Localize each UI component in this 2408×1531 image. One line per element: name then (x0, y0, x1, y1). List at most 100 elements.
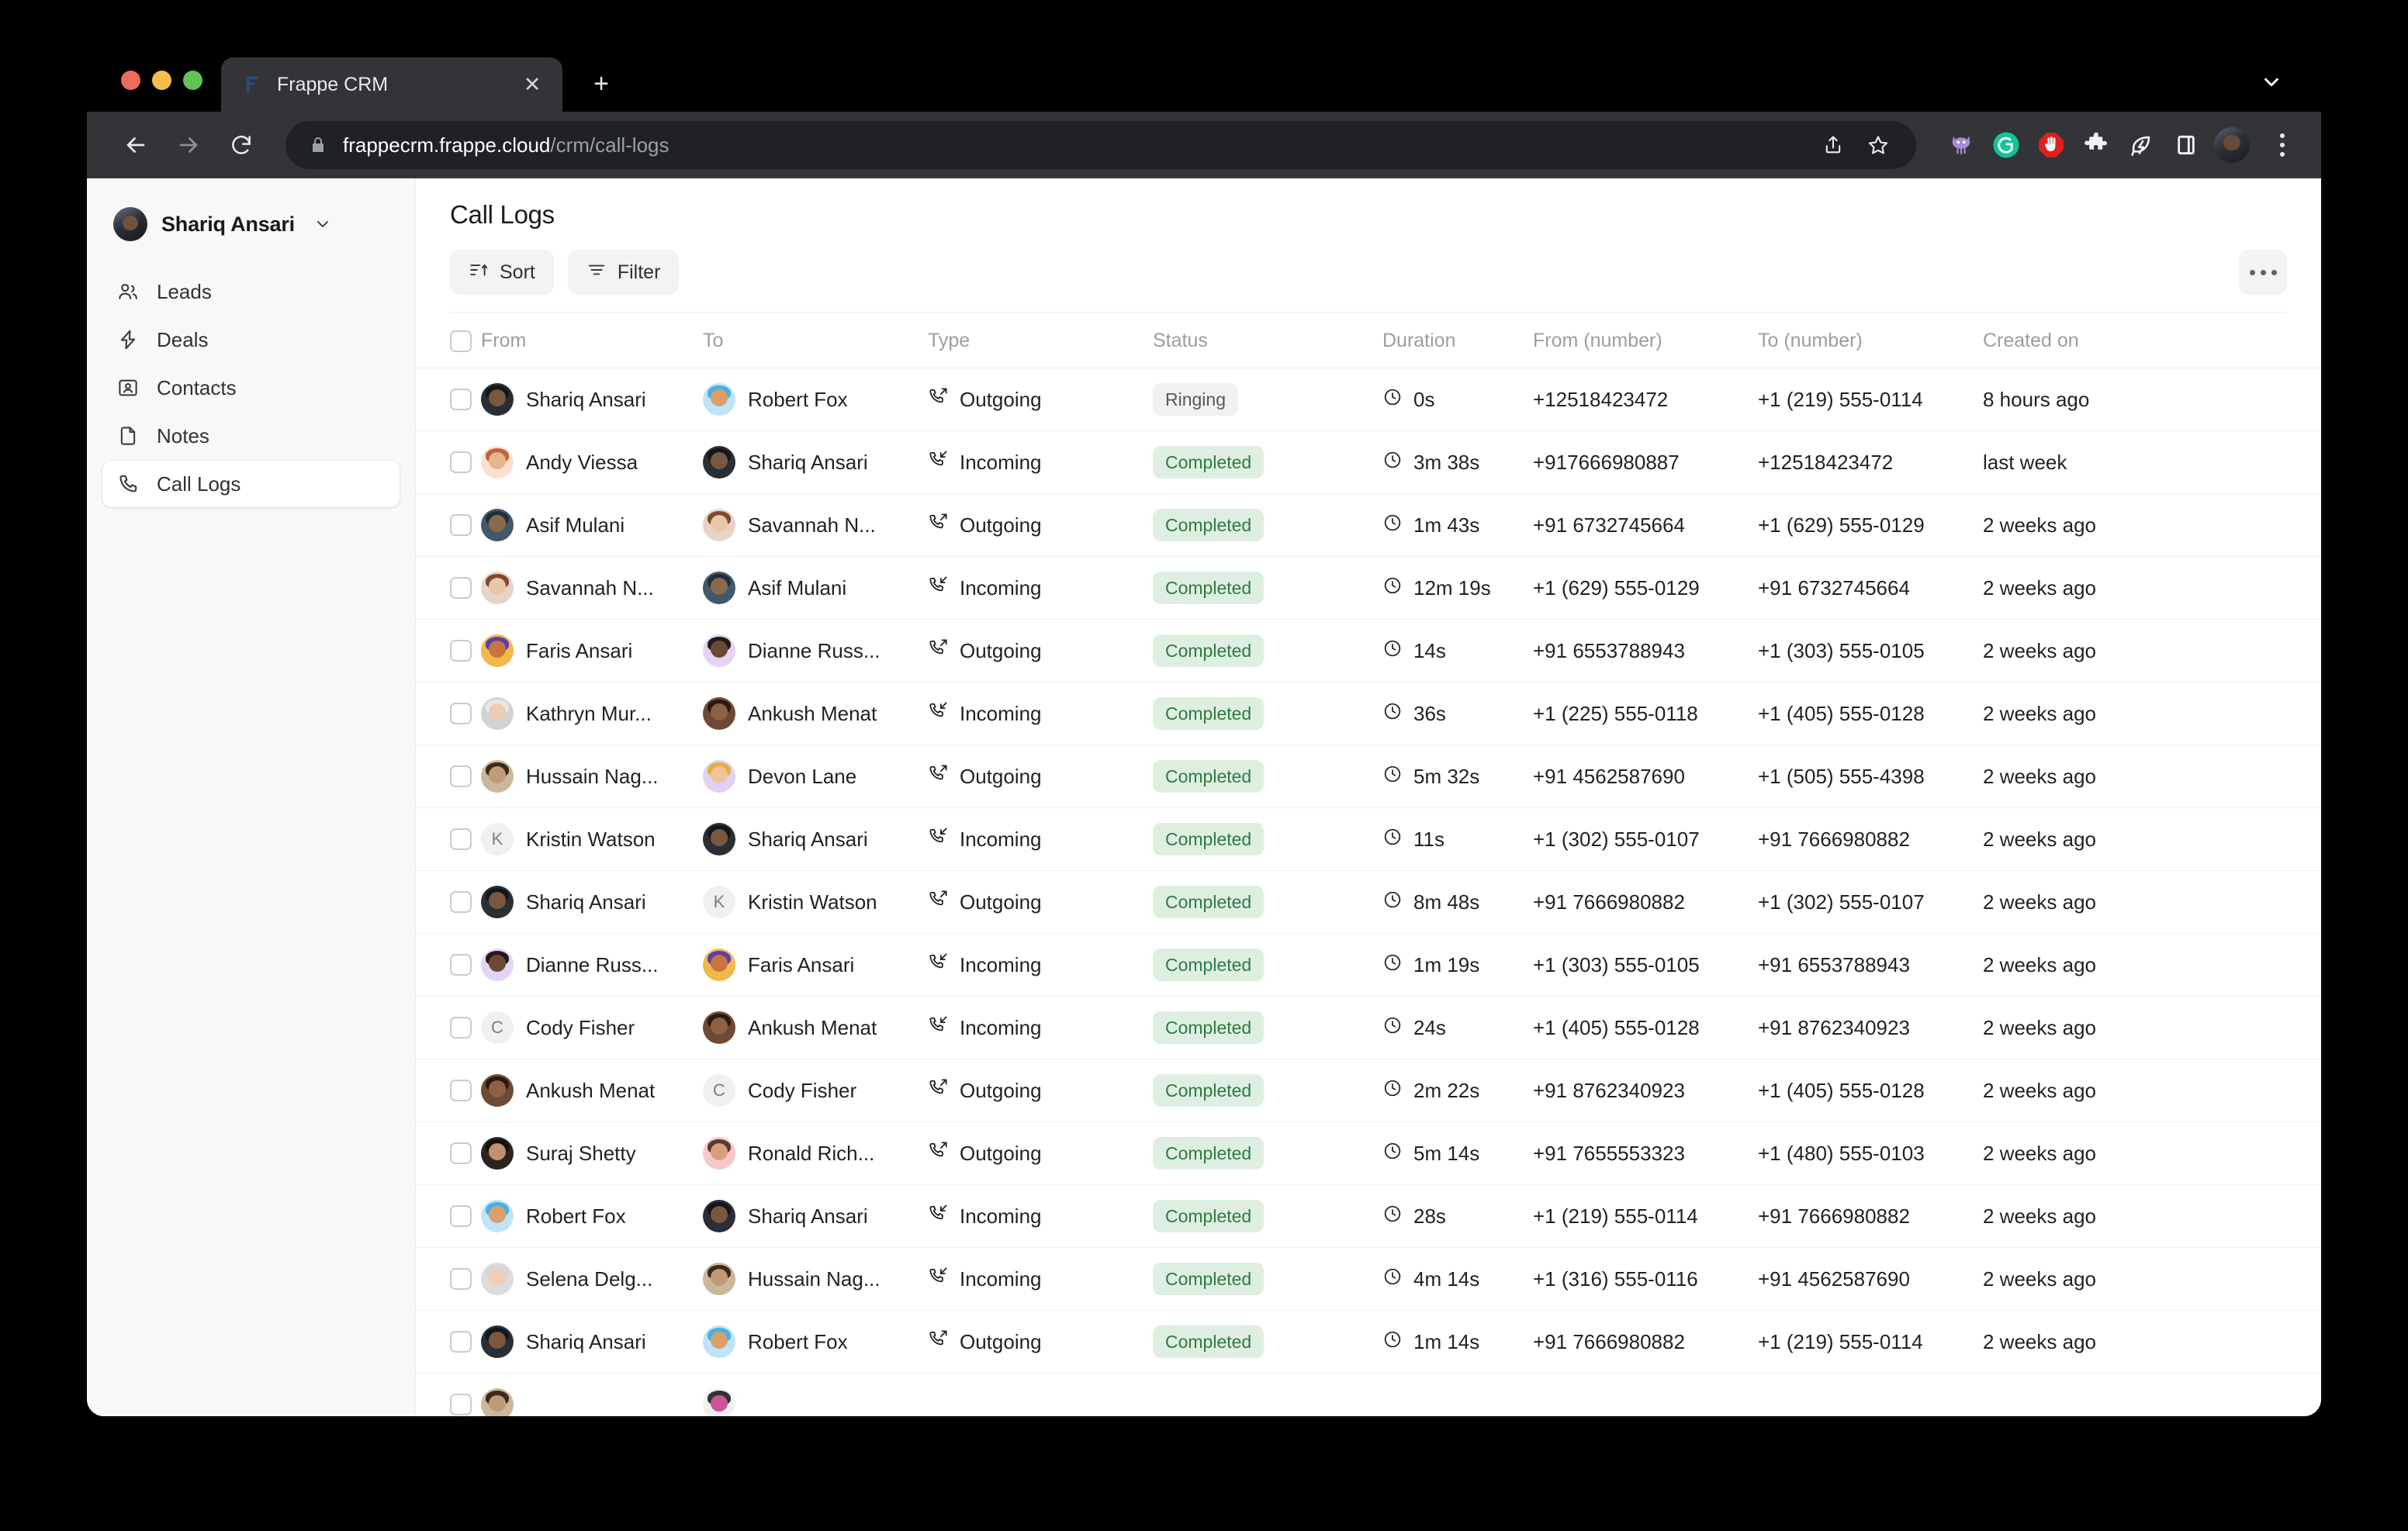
document-icon (115, 423, 141, 449)
reload-icon[interactable] (219, 123, 264, 168)
avatar (481, 1263, 514, 1295)
call-logs-table: From To Type Status Duration From (numbe… (416, 313, 2321, 1416)
table-row[interactable]: Kathryn Mur... Ankush Menat Incoming Comple… (416, 682, 2321, 745)
minimize-window-button[interactable] (152, 71, 171, 90)
avatar (703, 383, 735, 416)
table-row[interactable]: Hussain Nag... Devon Lane Outgoing Complete… (416, 745, 2321, 808)
table-row[interactable] (416, 1374, 2321, 1417)
row-checkbox[interactable] (416, 745, 481, 808)
to-name: Devon Lane (748, 764, 857, 788)
omnibox-actions (1812, 124, 1899, 166)
column-header-duration[interactable]: Duration (1382, 313, 1533, 368)
close-window-button[interactable] (121, 71, 140, 90)
ellipsis-icon[interactable] (2239, 250, 2287, 295)
table-row[interactable]: Dianne Russ... Faris Ansari Incoming Comple… (416, 933, 2321, 997)
avatar (703, 760, 735, 793)
sidebar-item-call-logs[interactable]: Call Logs (102, 461, 400, 507)
select-all-checkbox[interactable] (416, 313, 481, 368)
row-checkbox[interactable] (416, 933, 481, 997)
row-checkbox[interactable] (416, 619, 481, 683)
cell-to: Robert Fox (703, 1310, 928, 1374)
sidebar-user-switcher[interactable]: Shariq Ansari (102, 199, 400, 250)
cell-from: Savannah N... (481, 556, 703, 620)
close-icon[interactable]: ✕ (523, 72, 541, 96)
table-row[interactable]: Asif Mulani Savannah N... Outgoing Complete… (416, 493, 2321, 557)
octocat-extension-icon[interactable] (1944, 128, 1978, 162)
forward-arrow-icon[interactable] (166, 123, 211, 168)
duration-label: 24s (1413, 1015, 1446, 1039)
maximize-window-button[interactable] (183, 71, 202, 90)
column-header-type[interactable]: Type (928, 313, 1153, 368)
row-checkbox[interactable] (416, 430, 481, 494)
table-row[interactable]: C Cody Fisher Ankush Menat Incoming Complete… (416, 996, 2321, 1059)
row-checkbox[interactable] (416, 1310, 481, 1374)
column-header-created-on[interactable]: Created on (1983, 313, 2321, 368)
cell-to: K Kristin Watson (703, 870, 928, 934)
row-checkbox[interactable] (416, 996, 481, 1059)
table-row[interactable]: K Kristin Watson Shariq Ansari Incoming Comp… (416, 807, 2321, 871)
chevron-down-icon[interactable] (2256, 67, 2287, 98)
share-icon[interactable] (1812, 124, 1854, 166)
sort-button[interactable]: Sort (450, 250, 554, 295)
adblock-extension-icon[interactable] (2034, 128, 2068, 162)
sidebar-item-deals[interactable]: Deals (102, 316, 400, 363)
duration-label: 1m 19s (1413, 952, 1480, 976)
cell-status: Completed (1153, 1059, 1382, 1122)
row-checkbox[interactable] (416, 493, 481, 557)
table-row[interactable]: Savannah N... Asif Mulani Incoming Complete… (416, 556, 2321, 620)
sidebar-item-notes[interactable]: Notes (102, 413, 400, 459)
browser-tab[interactable]: Frappe CRM ✕ (221, 57, 562, 112)
row-checkbox[interactable] (416, 1121, 481, 1185)
row-checkbox[interactable] (416, 682, 481, 745)
sidepanel-icon[interactable] (2169, 128, 2203, 162)
cell-status: Completed (1153, 807, 1382, 871)
column-header-from[interactable]: From (481, 313, 703, 368)
cell-type: Outgoing (928, 745, 1153, 808)
cell-to: C Cody Fisher (703, 1059, 928, 1122)
column-header-to[interactable]: To (703, 313, 928, 368)
table-row[interactable]: Shariq Ansari Robert Fox Outgoing Completed… (416, 1310, 2321, 1374)
call-direction-icon (928, 638, 949, 664)
table-row[interactable]: Robert Fox Shariq Ansari Incoming Completed… (416, 1184, 2321, 1248)
table-row[interactable]: Selena Delg... Hussain Nag... Incoming Comp… (416, 1247, 2321, 1311)
address-bar[interactable]: frappecrm.frappe.cloud/crm/call-logs (285, 121, 1916, 169)
grammarly-extension-icon[interactable] (1989, 128, 2023, 162)
table-row[interactable]: Andy Viessa Shariq Ansari Incoming Complete… (416, 430, 2321, 494)
row-checkbox[interactable] (416, 870, 481, 934)
profile-avatar-icon[interactable] (2214, 127, 2250, 163)
type-label: Incoming (960, 575, 1042, 600)
browser-tab-title: Frappe CRM (277, 73, 389, 95)
puzzle-extensions-icon[interactable] (2079, 128, 2113, 162)
column-header-status[interactable]: Status (1153, 313, 1382, 368)
row-checkbox[interactable] (416, 1374, 481, 1417)
cell-created-on: 2 weeks ago (1983, 493, 2321, 557)
cell-from-number: +91 6732745664 (1533, 493, 1758, 557)
table-row[interactable]: Suraj Shetty Ronald Rich... Outgoing Comple… (416, 1121, 2321, 1185)
cell-type: Outgoing (928, 870, 1153, 934)
cell-type: Outgoing (928, 1121, 1153, 1185)
row-checkbox[interactable] (416, 807, 481, 871)
sidebar-item-leads[interactable]: Leads (102, 268, 400, 315)
table-row[interactable]: Shariq Ansari K Kristin Watson Outgoing Comp… (416, 870, 2321, 934)
star-icon[interactable] (1857, 124, 1899, 166)
table-row[interactable]: Ankush Menat C Cody Fisher Outgoing Complete… (416, 1059, 2321, 1122)
browser-tab-strip: Frappe CRM ✕ + (87, 45, 2321, 112)
kebab-menu-icon[interactable] (2267, 127, 2298, 163)
table-row[interactable]: Shariq Ansari Robert Fox Outgoing Ringing 0s… (416, 368, 2321, 431)
column-header-to-number[interactable]: To (number) (1758, 313, 1983, 368)
row-checkbox[interactable] (416, 1247, 481, 1311)
cell-to: Faris Ansari (703, 933, 928, 997)
filter-button[interactable]: Filter (567, 250, 680, 295)
table-row[interactable]: Faris Ansari Dianne Russ... Outgoing Comple… (416, 619, 2321, 683)
row-checkbox[interactable] (416, 1184, 481, 1248)
avatar (481, 886, 514, 918)
cell-from-number: +1 (219) 555-0114 (1533, 1184, 1758, 1248)
row-checkbox[interactable] (416, 368, 481, 431)
column-header-from-number[interactable]: From (number) (1533, 313, 1758, 368)
row-checkbox[interactable] (416, 1059, 481, 1122)
row-checkbox[interactable] (416, 556, 481, 620)
leaf-extension-icon[interactable] (2124, 128, 2158, 162)
sidebar-item-contacts[interactable]: Contacts (102, 365, 400, 411)
plus-icon[interactable]: + (593, 69, 609, 98)
back-arrow-icon[interactable] (113, 123, 158, 168)
